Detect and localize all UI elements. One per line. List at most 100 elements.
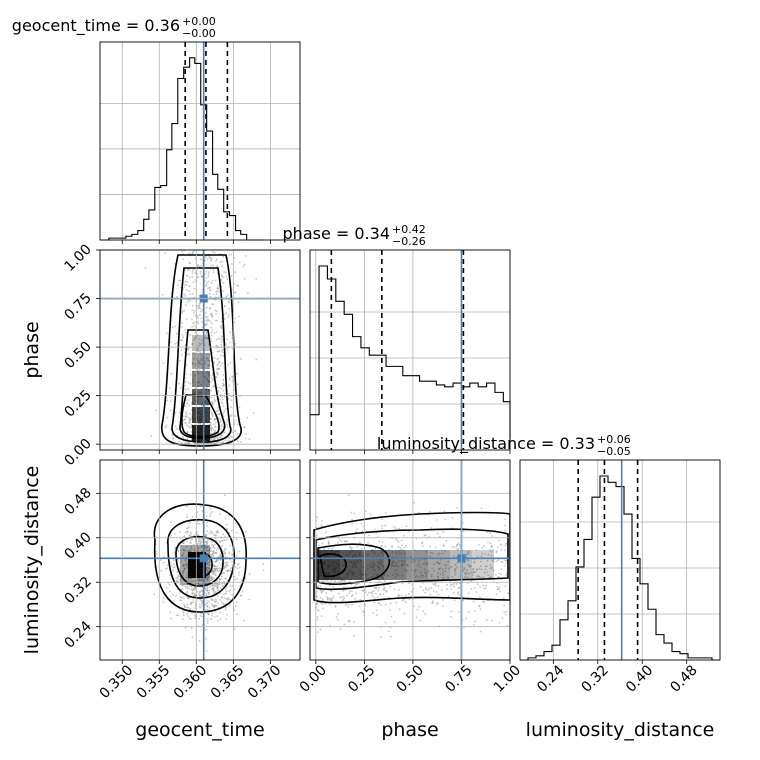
sample-point	[319, 628, 322, 631]
sample-point	[237, 284, 240, 287]
sample-point	[213, 431, 215, 434]
sample-point	[211, 587, 214, 590]
sample-point	[205, 571, 208, 574]
sample-point	[372, 612, 375, 614]
sample-point	[224, 517, 227, 520]
sample-point	[495, 573, 497, 576]
sample-point	[471, 572, 474, 575]
sample-point	[484, 568, 487, 571]
truth-marker-geocent_time-vs-luminosity_distance	[199, 554, 208, 563]
sample-point	[476, 555, 479, 558]
sample-point	[204, 533, 207, 536]
sample-point	[416, 608, 419, 611]
sample-point	[220, 425, 222, 428]
sample-point	[233, 257, 236, 260]
sample-point	[343, 623, 346, 626]
sample-point	[182, 614, 185, 617]
sample-point	[225, 564, 227, 567]
sample-point	[211, 532, 214, 535]
sample-point	[206, 569, 209, 572]
sample-point	[422, 574, 425, 577]
sample-point	[427, 570, 430, 573]
sample-point	[229, 585, 232, 588]
sample-point	[223, 317, 226, 320]
sample-point	[454, 571, 456, 574]
sample-point	[432, 590, 435, 592]
sample-point	[181, 548, 184, 551]
sample-point	[434, 584, 437, 587]
sample-point	[240, 594, 243, 597]
sample-point	[211, 614, 213, 617]
sample-point	[211, 427, 214, 429]
sample-point	[187, 347, 190, 350]
sample-point	[209, 513, 212, 515]
sample-point	[199, 505, 202, 508]
sample-point	[349, 545, 352, 547]
sample-point	[222, 276, 224, 279]
sample-point	[485, 584, 487, 587]
sample-point	[407, 592, 410, 595]
sample-point	[368, 534, 370, 537]
sample-point	[415, 575, 418, 578]
sample-point	[178, 440, 181, 443]
sample-point	[210, 429, 213, 432]
sample-point	[442, 574, 445, 576]
sample-point	[243, 263, 246, 266]
sample-point	[223, 597, 226, 600]
sample-point	[181, 564, 184, 567]
sample-point	[347, 605, 349, 608]
sample-point	[196, 533, 199, 535]
sample-point	[181, 250, 183, 253]
sample-point	[205, 319, 208, 322]
sample-point	[222, 533, 225, 536]
sample-point	[199, 542, 201, 545]
sample-point	[504, 585, 507, 587]
sample-point	[190, 533, 193, 535]
sample-point	[211, 328, 214, 331]
density-cell-1	[192, 407, 210, 423]
sample-point	[206, 622, 209, 625]
sample-point	[215, 290, 218, 293]
sample-point	[197, 579, 200, 582]
sample-point	[237, 383, 239, 386]
sample-point	[336, 618, 339, 621]
sample-point	[391, 545, 393, 548]
sample-point	[189, 531, 192, 534]
sample-point	[225, 587, 227, 590]
sample-point	[331, 599, 333, 601]
sample-point	[414, 570, 417, 573]
sample-point	[197, 350, 199, 353]
sample-point	[209, 426, 212, 429]
sample-point	[442, 531, 445, 533]
sample-point	[378, 580, 381, 583]
sample-point	[449, 585, 452, 587]
sample-point	[353, 634, 355, 637]
sample-point	[242, 265, 245, 268]
sample-point	[446, 583, 449, 586]
sample-point	[423, 568, 426, 571]
sample-point	[346, 594, 348, 597]
sample-point	[421, 542, 423, 544]
sample-point	[215, 312, 218, 315]
sample-point	[348, 603, 351, 606]
sample-point	[183, 568, 186, 571]
sample-point	[153, 593, 156, 596]
sample-point	[233, 419, 236, 421]
sample-point	[225, 590, 228, 592]
sample-point	[221, 585, 224, 588]
sample-point	[467, 559, 470, 562]
sample-point	[213, 418, 216, 421]
sample-point	[505, 542, 508, 545]
sample-point	[198, 361, 201, 363]
panel-frame-hist-luminosity_distance	[519, 459, 721, 661]
sample-point	[456, 544, 458, 546]
sample-point	[216, 344, 219, 347]
sample-point	[169, 341, 172, 344]
sample-point	[382, 593, 385, 595]
sample-point	[479, 630, 482, 633]
sample-point	[394, 537, 397, 540]
sample-point	[223, 392, 226, 395]
sample-point	[353, 585, 356, 588]
sample-point	[221, 398, 224, 401]
sample-point	[193, 587, 196, 590]
